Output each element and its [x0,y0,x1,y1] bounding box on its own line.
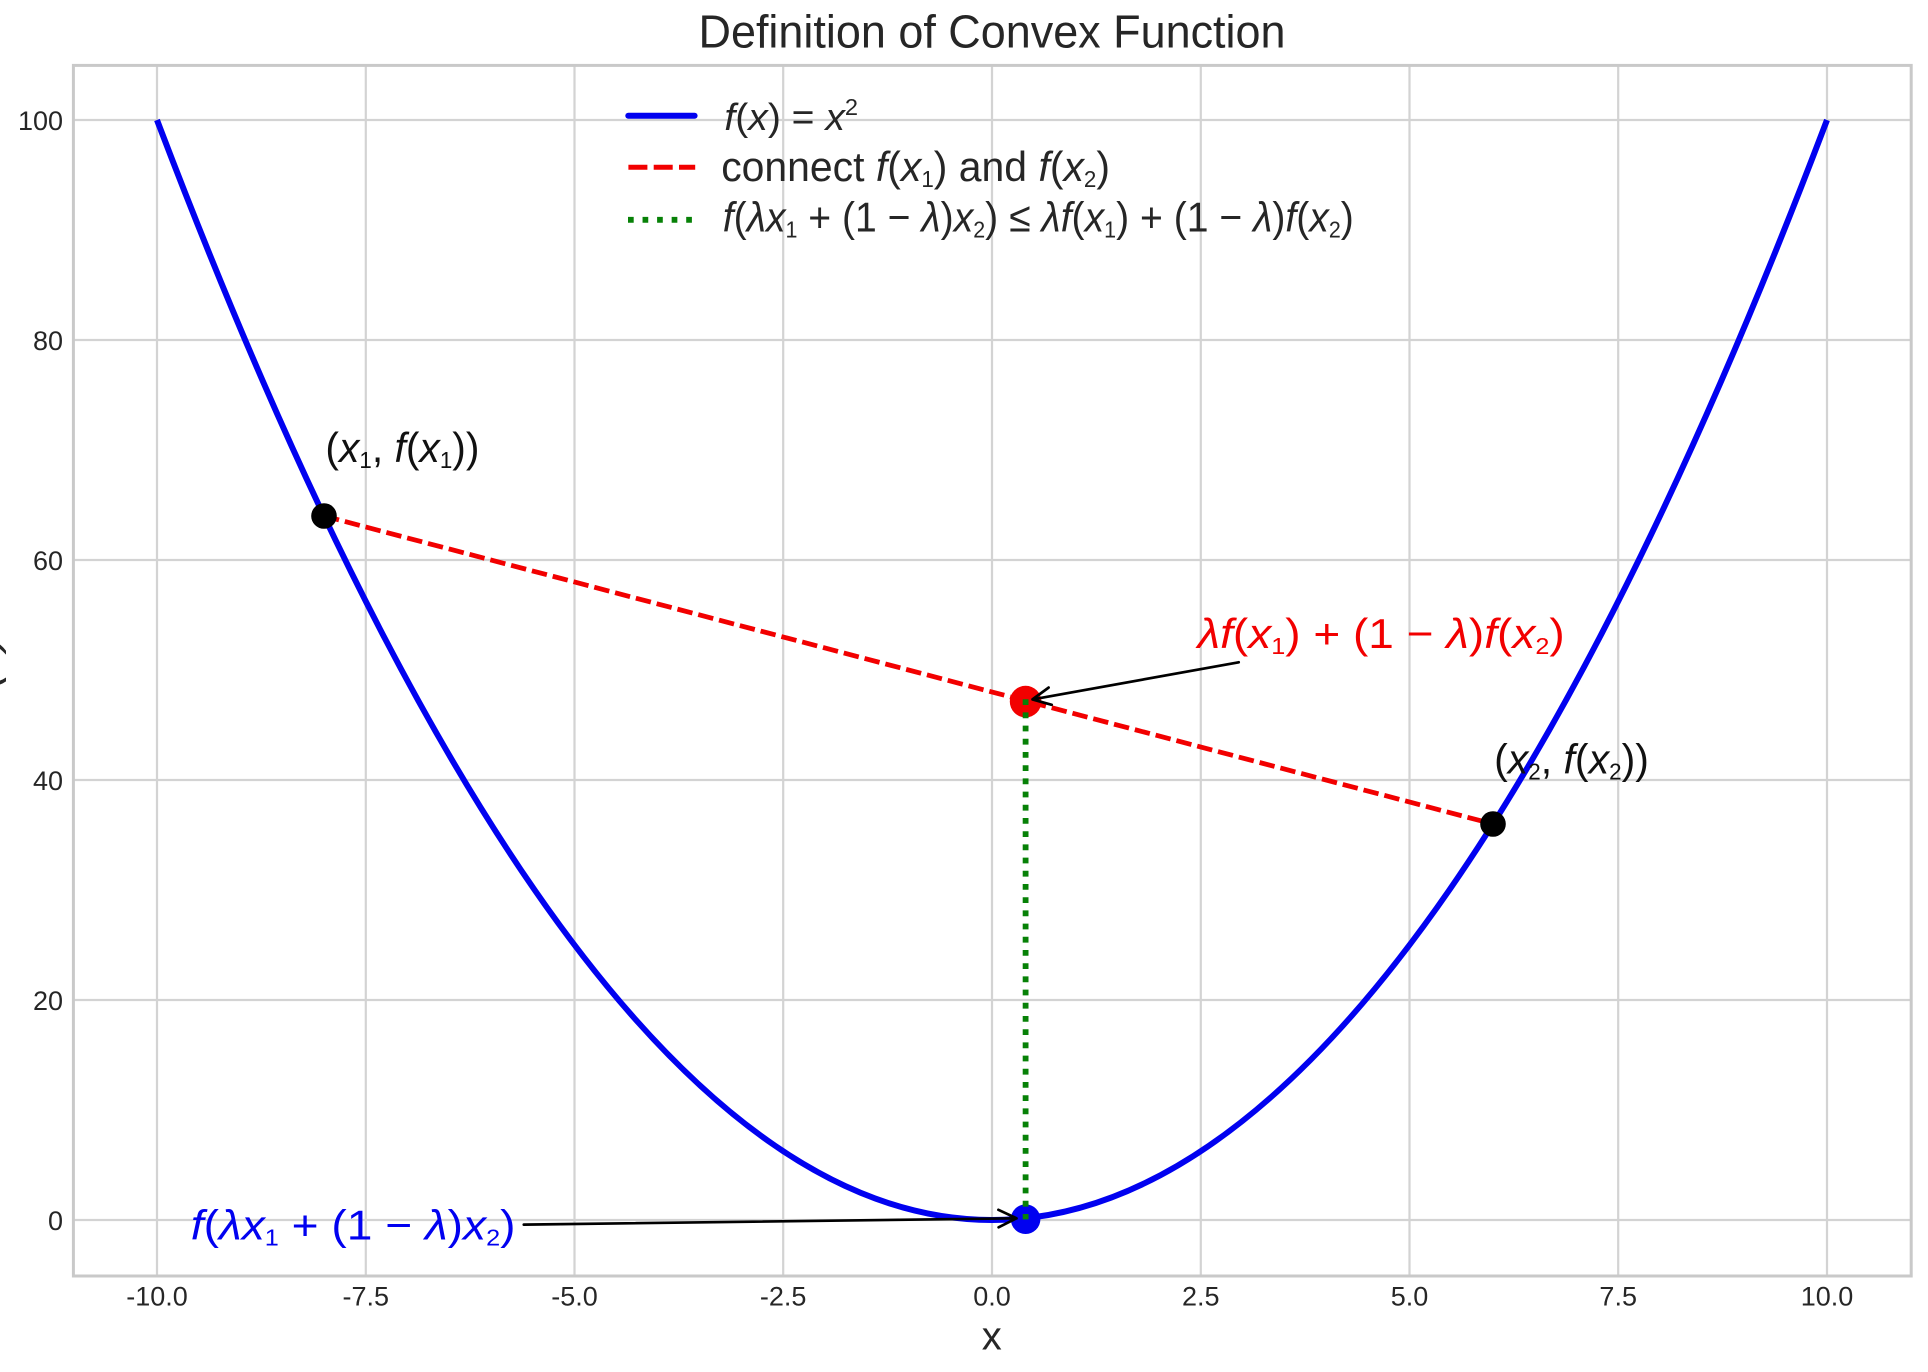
svg-text:-2.5: -2.5 [760,1282,807,1312]
svg-text:20: 20 [33,986,63,1016]
svg-text:f(x) = x2​: f(x) = x2​ [724,94,858,139]
svg-text:-7.5: -7.5 [343,1282,390,1312]
svg-text:100: 100 [18,106,63,136]
svg-text:(x1​, f(x1​)): (x1​, f(x1​)) [325,424,479,473]
svg-text:7.5: 7.5 [1599,1282,1637,1312]
svg-text:f(x): f(x) [0,635,7,701]
svg-text:(x2​, f(x2​)): (x2​, f(x2​)) [1494,735,1649,785]
svg-text:60: 60 [33,546,63,576]
svg-text:2.5: 2.5 [1182,1282,1220,1312]
svg-text:f(λx1​ + (1 − λ)x2​) ≤ λf(x1​): f(λx1​ + (1 − λ)x2​) ≤ λf(x1​) + (1 − λ)… [723,193,1354,242]
svg-text:10.0: 10.0 [1801,1282,1854,1312]
svg-text:x: x [982,1315,1002,1359]
svg-text:λf(x1​) + (1 − λ)f(x2​): λf(x1​) + (1 − λ)f(x2​) [1195,611,1564,660]
svg-text:40: 40 [33,766,63,796]
svg-text:-5.0: -5.0 [551,1282,598,1312]
svg-text:0: 0 [48,1206,63,1236]
svg-text:connect f(x1​) and f(x2​): connect f(x1​) and f(x2​) [721,142,1110,192]
svg-text:5.0: 5.0 [1391,1282,1429,1312]
svg-text:Definition of Convex Function: Definition of Convex Function [699,6,1286,58]
svg-text:-10.0: -10.0 [126,1282,188,1312]
svg-text:80: 80 [33,326,63,356]
svg-text:f(λx1​ + (1 − λ)x2​): f(λx1​ + (1 − λ)x2​) [191,1202,516,1251]
svg-text:0.0: 0.0 [973,1282,1011,1312]
